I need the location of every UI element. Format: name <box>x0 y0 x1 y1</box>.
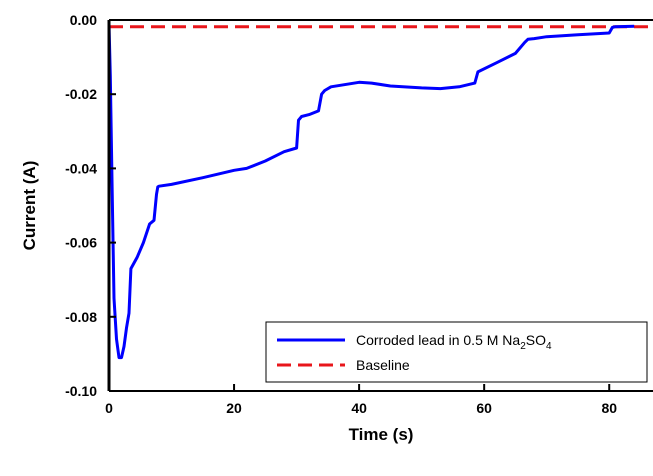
legend-label-mid: SO <box>526 332 546 348</box>
corroded-lead-line <box>109 23 635 360</box>
legend-label-subscript-2: 4 <box>546 341 552 352</box>
y-axis-title: Current (A) <box>20 161 39 251</box>
y-tick-label: -0.06 <box>65 235 97 251</box>
legend: Corroded lead in 0.5 M Na2SO4 Baseline <box>265 321 648 383</box>
x-tick-label: 60 <box>476 400 492 416</box>
legend-label-subscript-1: 2 <box>520 341 526 352</box>
y-tick-label: 0.00 <box>70 12 97 28</box>
ticks: 0 20 40 60 80 0.00 -0.02 -0.04 -0.06 -0.08 -0.10 <box>65 12 617 416</box>
legend-label-main: Corroded lead in 0.5 M Na <box>356 332 520 348</box>
y-tick-label: -0.10 <box>65 383 97 399</box>
x-tick-label: 20 <box>226 400 242 416</box>
legend-label-corroded-lead: Corroded lead in 0.5 M Na2SO4 <box>356 332 552 352</box>
x-tick-label: 0 <box>105 400 113 416</box>
y-tick-label: -0.08 <box>65 309 97 325</box>
x-axis-title: Time (s) <box>349 425 414 444</box>
y-tick-label: -0.04 <box>65 160 97 176</box>
x-tick-label: 40 <box>351 400 367 416</box>
legend-box <box>265 321 648 383</box>
axes <box>107 19 653 392</box>
plot-area <box>109 23 653 360</box>
y-tick-label: -0.02 <box>65 86 97 102</box>
series-lines <box>109 23 653 360</box>
legend-label-baseline: Baseline <box>356 357 410 373</box>
x-tick-label: 80 <box>601 400 617 416</box>
